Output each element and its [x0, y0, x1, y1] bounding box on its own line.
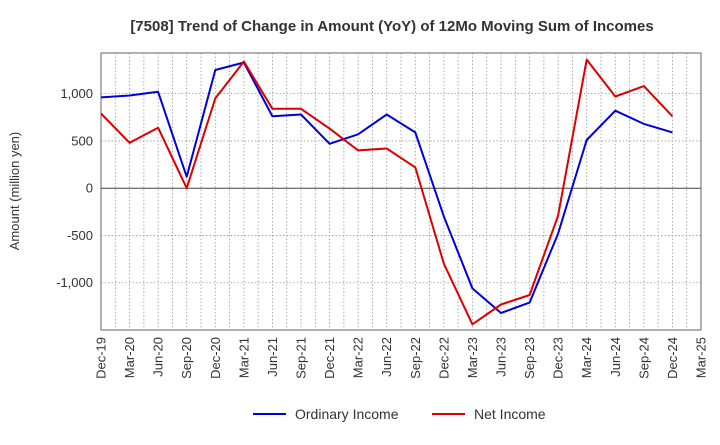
y-tick-label: 1,000 — [60, 86, 93, 101]
y-tick-label: -1,000 — [56, 275, 93, 290]
y-tick-label: 500 — [71, 133, 93, 148]
y-axis-label: Amount (million yen) — [7, 132, 22, 251]
grid — [101, 53, 701, 330]
x-tick-label: Sep-22 — [408, 337, 423, 379]
x-tick-label: Mar-21 — [236, 337, 251, 378]
axes — [100, 52, 702, 331]
legend-entry: Net Income — [474, 406, 546, 422]
series-line-ordinary-income — [100, 61, 673, 314]
x-tick-label: Mar-20 — [122, 337, 137, 378]
x-tick-label: Sep-24 — [636, 337, 651, 379]
x-tick-label: Dec-19 — [94, 337, 109, 379]
y-tick-label: -500 — [67, 228, 93, 243]
x-tick-label: Jun-20 — [151, 337, 166, 377]
series-lines — [100, 58, 674, 326]
x-tick-label: Sep-23 — [522, 337, 537, 379]
x-tick-label: Dec-21 — [322, 337, 337, 379]
x-tick-label: Dec-24 — [665, 337, 680, 379]
series-line-net-income — [100, 58, 674, 326]
x-tick-label: Jun-24 — [608, 337, 623, 377]
x-tick-label: Sep-20 — [179, 337, 194, 379]
x-tick-label: Mar-25 — [694, 337, 709, 378]
x-tick-label: Sep-21 — [294, 337, 309, 379]
x-tick-label: Jun-23 — [494, 337, 509, 377]
x-tick-label: Dec-20 — [208, 337, 223, 379]
x-tick-label: Dec-22 — [436, 337, 451, 379]
legend: Ordinary Income Net Income — [253, 406, 546, 422]
x-tick-labels: Dec-19 Mar-20 Jun-20 Sep-20 Dec-20 Mar-21 Jun-… — [94, 337, 709, 379]
y-tick-label: 0 — [86, 181, 93, 196]
x-tick-label: Mar-23 — [465, 337, 480, 378]
plot-frame — [100, 52, 702, 331]
x-tick-label: Jun-21 — [265, 337, 280, 377]
x-tick-label: Mar-24 — [579, 337, 594, 378]
x-tick-label: Mar-22 — [351, 337, 366, 378]
x-tick-label: Jun-22 — [379, 337, 394, 377]
x-tick-label: Dec-23 — [551, 337, 566, 379]
chart-title: [7508] Trend of Change in Amount (YoY) o… — [130, 18, 653, 35]
legend-entry: Ordinary Income — [295, 406, 399, 422]
y-tick-labels: -1,000 -500 0 500 1,000 — [56, 86, 93, 290]
